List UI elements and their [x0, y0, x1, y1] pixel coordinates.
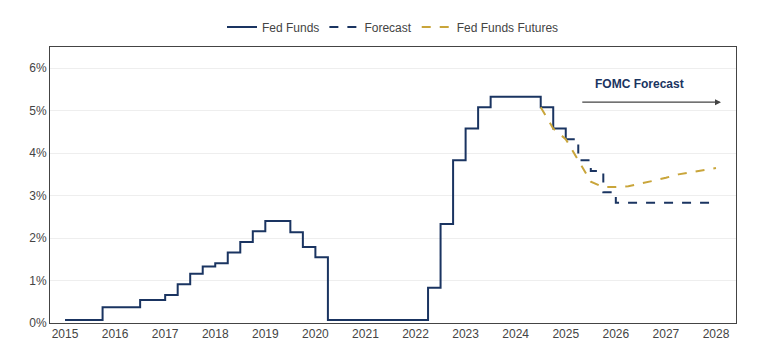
svg-text:1%: 1%	[29, 274, 47, 288]
svg-text:FOMC Forecast: FOMC Forecast	[595, 77, 684, 91]
svg-text:2028: 2028	[703, 327, 730, 341]
svg-text:Fed Funds: Fed Funds	[262, 21, 319, 35]
svg-text:2016: 2016	[102, 327, 129, 341]
svg-text:3%: 3%	[29, 189, 47, 203]
svg-text:2018: 2018	[202, 327, 229, 341]
svg-text:2027: 2027	[653, 327, 680, 341]
svg-text:2022: 2022	[402, 327, 429, 341]
svg-text:2%: 2%	[29, 231, 47, 245]
svg-text:4%: 4%	[29, 146, 47, 160]
svg-text:2024: 2024	[502, 327, 529, 341]
svg-text:0%: 0%	[29, 316, 47, 330]
svg-text:Forecast: Forecast	[364, 21, 411, 35]
svg-text:2015: 2015	[52, 327, 79, 341]
svg-text:Fed Funds Futures: Fed Funds Futures	[457, 21, 558, 35]
svg-text:2026: 2026	[602, 327, 629, 341]
svg-text:2021: 2021	[352, 327, 379, 341]
svg-text:2023: 2023	[452, 327, 479, 341]
svg-text:5%: 5%	[29, 104, 47, 118]
svg-text:2025: 2025	[552, 327, 579, 341]
svg-text:6%: 6%	[29, 61, 47, 75]
svg-text:2020: 2020	[302, 327, 329, 341]
svg-text:2017: 2017	[152, 327, 179, 341]
svg-text:2019: 2019	[252, 327, 279, 341]
